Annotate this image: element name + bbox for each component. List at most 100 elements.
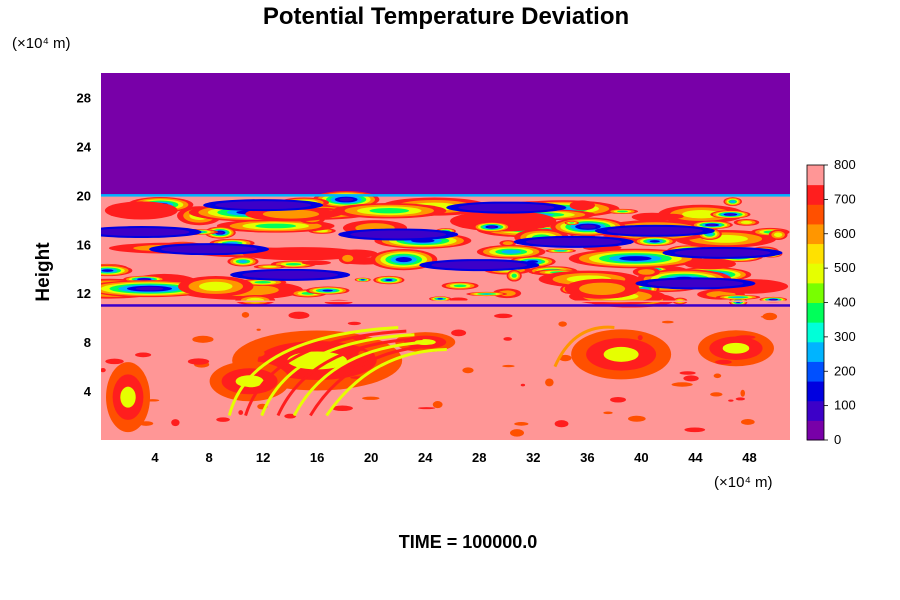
- y-unit-label: (×10⁴ m): [12, 35, 71, 52]
- warm-feature: [509, 429, 525, 437]
- cold-band: [606, 226, 703, 235]
- cold-band: [431, 261, 528, 270]
- warm-feature: [740, 389, 745, 397]
- anomaly-contour: [501, 249, 521, 254]
- anomaly-contour: [104, 201, 178, 220]
- y-tick-label: 4: [84, 384, 92, 399]
- anomaly-contour: [135, 286, 164, 291]
- colorbar-segment: [807, 165, 824, 186]
- warm-feature: [628, 415, 646, 422]
- warm-feature: [637, 335, 643, 341]
- warm-feature: [187, 358, 210, 365]
- warm-feature: [554, 420, 569, 428]
- anomaly-contour: [511, 273, 517, 278]
- anomaly-contour: [684, 258, 736, 270]
- warm-feature: [135, 352, 152, 358]
- colorbar-segment: [807, 420, 824, 441]
- colorbar-segment: [807, 361, 824, 382]
- cold-band: [161, 245, 258, 254]
- anomaly-contour: [385, 279, 393, 282]
- colorbar-segment: [807, 302, 824, 323]
- warm-feature: [545, 378, 554, 387]
- anomaly-contour: [617, 210, 628, 213]
- warm-feature: [684, 427, 706, 433]
- warm-feature: [603, 346, 639, 362]
- warm-feature: [216, 417, 230, 422]
- anomaly-contour: [324, 299, 353, 305]
- y-tick-label: 20: [77, 188, 91, 203]
- colorbar-segment: [807, 282, 824, 303]
- warm-feature: [734, 335, 756, 340]
- anomaly-contour: [139, 278, 149, 280]
- colorbar-segment: [807, 381, 824, 402]
- warm-feature: [171, 419, 180, 427]
- anomaly-contour: [707, 224, 717, 226]
- warm-feature: [683, 375, 699, 382]
- warm-feature: [722, 342, 750, 354]
- colorbar: [806, 164, 825, 441]
- colorbar-tick-label: 700: [834, 191, 856, 206]
- warm-feature: [238, 410, 244, 415]
- anomaly-contour: [726, 213, 735, 216]
- y-tick-label: 12: [77, 286, 91, 301]
- warm-feature: [417, 407, 436, 410]
- wave-arc: [309, 344, 439, 417]
- anomaly-contour: [254, 281, 271, 284]
- colorbar-tick-label: 400: [834, 295, 856, 310]
- anomaly-contour: [730, 200, 736, 203]
- colorbar-segment: [807, 204, 824, 225]
- colorbar-segment: [807, 263, 824, 284]
- x-tick-label: 40: [634, 450, 648, 465]
- anomaly-contour: [242, 247, 363, 261]
- warm-feature: [715, 359, 732, 365]
- x-tick-label: 44: [688, 450, 703, 465]
- y-tick-label: 16: [77, 237, 91, 252]
- anomaly-contour: [637, 269, 655, 275]
- anomaly-contour: [770, 299, 777, 301]
- warm-feature: [735, 397, 746, 401]
- colorbar-tick-label: 500: [834, 260, 856, 275]
- wave-arc: [276, 336, 423, 417]
- warm-feature: [558, 354, 572, 362]
- anomaly-contour: [556, 250, 566, 252]
- warm-feature: [101, 368, 106, 373]
- y-axis-label: Height: [33, 242, 54, 302]
- warm-feature: [138, 421, 154, 426]
- x-tick-labels: 4 8 12 16 20 24 28 32 36 40 44 48: [151, 450, 756, 465]
- cold-band: [215, 201, 312, 210]
- anomaly-contour: [569, 222, 575, 224]
- warm-feature: [241, 311, 250, 318]
- colorbar-segment: [807, 341, 824, 362]
- x-tick-label: 36: [580, 450, 594, 465]
- y-tick-labels: 4 8 12 16 20 24 28: [77, 90, 92, 399]
- wave-arc: [244, 329, 407, 416]
- warm-feature: [462, 367, 474, 374]
- chart-title: Potential Temperature Deviation: [263, 3, 629, 30]
- x-tick-label: 24: [418, 450, 433, 465]
- anomaly-contour: [579, 282, 626, 295]
- warm-feature: [432, 401, 443, 409]
- warm-feature: [331, 405, 353, 411]
- anomaly-contour: [322, 289, 333, 292]
- wave-arc: [553, 325, 615, 368]
- anomaly-contour: [301, 260, 331, 266]
- wave-arc: [227, 325, 399, 416]
- cold-band: [674, 248, 771, 257]
- cold-band: [242, 270, 339, 279]
- warm-feature: [728, 399, 734, 402]
- colorbar-segment: [807, 223, 824, 245]
- warm-feature: [514, 422, 529, 426]
- colorbar-segment: [807, 243, 824, 264]
- warm-feature: [494, 313, 513, 319]
- warm-feature: [603, 411, 613, 415]
- warm-feature: [558, 321, 567, 327]
- x-tick-label: 48: [742, 450, 756, 465]
- colorbar-tick-label: 0: [834, 432, 841, 447]
- warm-feature: [724, 353, 737, 360]
- x-tick-label: 16: [310, 450, 324, 465]
- x-tick-label: 12: [256, 450, 270, 465]
- x-tick-label: 28: [472, 450, 486, 465]
- anomaly-contour: [101, 269, 114, 272]
- warm-feature: [362, 396, 380, 400]
